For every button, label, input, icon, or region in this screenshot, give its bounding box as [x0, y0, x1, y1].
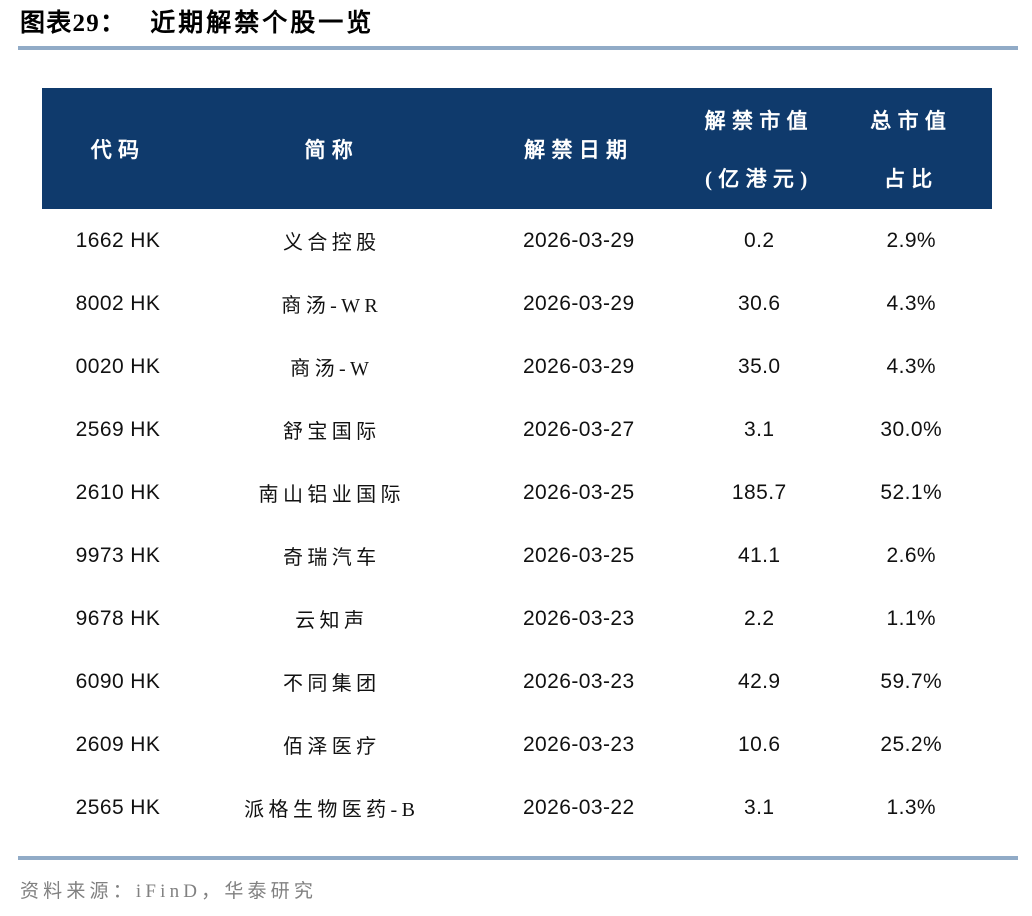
cell-code: 9973 HK — [75, 543, 161, 567]
cell-pct: 52.1% — [880, 480, 943, 504]
cell-unlock-value: 30.6 — [737, 291, 781, 315]
cell-name: 奇瑞汽车 — [282, 547, 381, 569]
cell-date: 2026-03-29 — [522, 228, 635, 252]
table-row: 2569 HK 舒宝国际 2026-03-27 3.1 30.0% — [42, 398, 992, 461]
figure-title: 图表29： 近期解禁个股一览 — [0, 0, 1032, 40]
table-row: 9973 HK 奇瑞汽车 2026-03-25 41.1 2.6% — [42, 524, 992, 587]
cell-date: 2026-03-25 — [522, 480, 635, 504]
cell-unlock-value: 2.2 — [744, 606, 775, 630]
cell-name: 佰泽医疗 — [282, 736, 381, 758]
table-row: 2610 HK 南山铝业国际 2026-03-25 185.7 52.1% — [42, 461, 992, 524]
table-row: 1662 HK 义合控股 2026-03-29 0.2 2.9% — [42, 209, 992, 272]
cell-name: 派格生物医药-B — [244, 799, 420, 821]
cell-name: 商汤-WR — [281, 295, 383, 317]
header-unlock-value-line2: (亿港元) — [705, 166, 814, 191]
header-date: 解禁日期 — [524, 137, 634, 162]
cell-date: 2026-03-29 — [522, 354, 635, 378]
table-row: 6090 HK 不同集团 2026-03-23 42.9 59.7% — [42, 650, 992, 713]
header-unlock-value-line1: 解禁市值 — [704, 108, 814, 133]
figure-title-text: 近期解禁个股一览 — [150, 10, 375, 37]
cell-unlock-value: 10.6 — [737, 732, 781, 756]
cell-code: 8002 HK — [75, 291, 161, 315]
cell-code: 1662 HK — [75, 228, 161, 252]
header-unlock-value: 解禁市值 (亿港元) — [688, 88, 831, 209]
header-pct-line2: 占比 — [883, 166, 939, 191]
cell-code: 0020 HK — [75, 354, 161, 378]
cell-code: 2565 HK — [75, 795, 161, 819]
cell-code: 6090 HK — [75, 669, 161, 693]
cell-name: 商汤-W — [290, 358, 374, 380]
cell-pct: 1.3% — [886, 795, 937, 819]
table-header-row: 代码 简称 解禁日期 解禁市值 (亿港元) 总市值 占比 — [42, 88, 992, 209]
cell-name: 舒宝国际 — [282, 421, 381, 443]
cell-unlock-value: 185.7 — [731, 480, 787, 504]
table-row: 2565 HK 派格生物医药-B 2026-03-22 3.1 1.3% — [42, 776, 992, 839]
cell-name: 不同集团 — [282, 673, 381, 695]
cell-date: 2026-03-22 — [522, 795, 635, 819]
table-row: 0020 HK 商汤-W 2026-03-29 35.0 4.3% — [42, 335, 992, 398]
cell-date: 2026-03-23 — [522, 732, 635, 756]
cell-date: 2026-03-23 — [522, 669, 635, 693]
table-row: 9678 HK 云知声 2026-03-23 2.2 1.1% — [42, 587, 992, 650]
cell-pct: 2.6% — [886, 543, 937, 567]
footer-divider — [18, 856, 1018, 860]
cell-unlock-value: 3.1 — [744, 417, 775, 441]
cell-code: 2569 HK — [75, 417, 161, 441]
cell-date: 2026-03-23 — [522, 606, 635, 630]
cell-code: 2609 HK — [75, 732, 161, 756]
cell-pct: 30.0% — [880, 417, 943, 441]
cell-date: 2026-03-25 — [522, 543, 635, 567]
title-underline — [18, 46, 1018, 50]
cell-date: 2026-03-27 — [522, 417, 635, 441]
cell-name: 南山铝业国际 — [258, 484, 405, 506]
cell-name: 义合控股 — [282, 232, 381, 254]
cell-unlock-value: 35.0 — [737, 354, 781, 378]
figure-number-label: 图表29： — [20, 10, 127, 37]
table-row: 8002 HK 商汤-WR 2026-03-29 30.6 4.3% — [42, 272, 992, 335]
header-code: 代码 — [90, 137, 146, 162]
cell-code: 2610 HK — [75, 480, 161, 504]
cell-pct: 59.7% — [880, 669, 943, 693]
header-pct: 总市值 占比 — [831, 88, 993, 209]
cell-name: 云知声 — [295, 610, 369, 632]
cell-unlock-value: 42.9 — [737, 669, 781, 693]
cell-pct: 2.9% — [886, 228, 937, 252]
cell-code: 9678 HK — [75, 606, 161, 630]
unlock-stocks-table: 代码 简称 解禁日期 解禁市值 (亿港元) 总市值 占比 1662 HK 义合控… — [42, 88, 992, 839]
cell-pct: 4.3% — [886, 291, 937, 315]
cell-unlock-value: 0.2 — [744, 228, 775, 252]
table-row: 2609 HK 佰泽医疗 2026-03-23 10.6 25.2% — [42, 713, 992, 776]
cell-unlock-value: 3.1 — [744, 795, 775, 819]
cell-pct: 1.1% — [886, 606, 937, 630]
source-note: 资料来源：iFinD，华泰研究 — [20, 881, 318, 902]
header-name: 简称 — [304, 137, 360, 162]
cell-pct: 4.3% — [886, 354, 937, 378]
table-body: 1662 HK 义合控股 2026-03-29 0.2 2.9% 8002 HK… — [42, 209, 992, 839]
header-pct-line1: 总市值 — [870, 108, 953, 133]
cell-pct: 25.2% — [880, 732, 943, 756]
cell-unlock-value: 41.1 — [737, 543, 781, 567]
cell-date: 2026-03-29 — [522, 291, 635, 315]
